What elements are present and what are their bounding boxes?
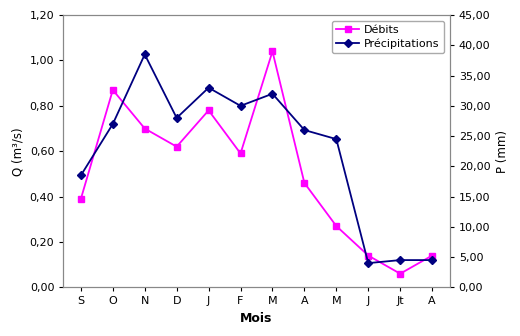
Précipitations [429,258,435,262]
Débits [333,224,340,228]
Précipitations [110,122,116,126]
Line: Débits: Débits [78,49,435,277]
Précipitations [269,92,276,96]
Précipitations [238,104,244,108]
Débits [429,254,435,258]
Legend: Débits, Précipitations: Débits, Précipitations [332,21,444,53]
Précipitations [205,86,212,90]
Débits [397,272,404,276]
Précipitations [141,52,148,56]
Précipitations [174,116,180,120]
Débits [205,109,212,113]
Débits [110,88,116,92]
Débits [174,145,180,149]
Précipitations [301,128,307,132]
Débits [269,49,276,53]
Débits [365,254,371,258]
Y-axis label: P (mm): P (mm) [496,130,509,173]
Précipitations [397,258,404,262]
Débits [141,127,148,131]
Précipitations [333,137,340,141]
X-axis label: Mois: Mois [240,312,272,325]
Débits [301,181,307,185]
Précipitations [78,173,84,177]
Précipitations [365,261,371,265]
Débits [238,152,244,156]
Y-axis label: Q (m³/s): Q (m³/s) [11,127,24,175]
Débits [78,197,84,201]
Line: Précipitations: Précipitations [78,52,435,266]
